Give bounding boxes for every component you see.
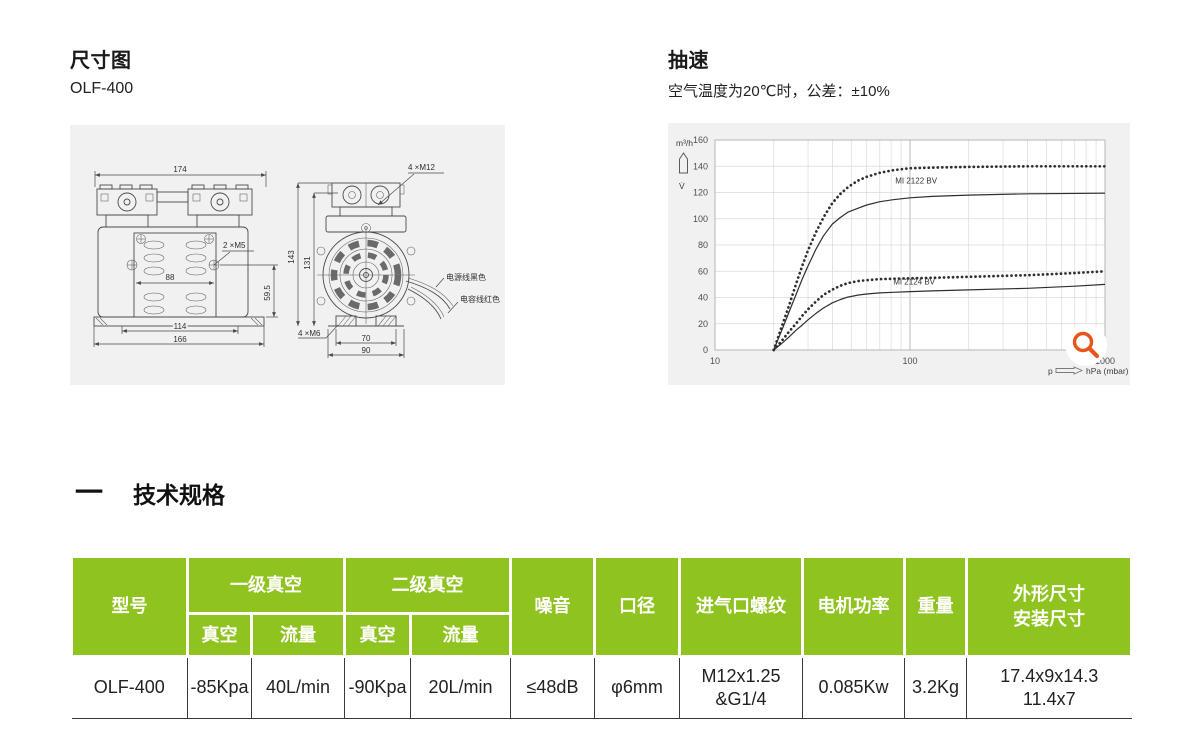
col-header-stage1: 一级真空 <box>186 555 346 615</box>
col-header-dims-line1: 外形尺寸 <box>1013 584 1085 605</box>
dim-114: 114 <box>174 322 187 331</box>
cell-dims-line2: 11.4x7 <box>1022 689 1076 709</box>
pressure-arrow-icon <box>1055 366 1084 375</box>
col-header-port: 口径 <box>593 555 681 658</box>
dim-143: 143 <box>287 250 296 264</box>
col-header-dimensions: 外形尺寸 安装尺寸 <box>965 555 1133 658</box>
zoom-icon[interactable] <box>1065 324 1107 366</box>
cell-port: φ6mm <box>594 656 680 719</box>
svg-text:10: 10 <box>710 356 720 366</box>
svg-text:MI 2122 BV: MI 2122 BV <box>895 176 937 185</box>
wire-capacitor <box>407 288 442 320</box>
cell-thread: M12x1.25 &G1/4 <box>679 656 803 719</box>
dim-88: 88 <box>166 273 175 282</box>
chart-plot-area: 0 20 40 60 80 100 120 140 160 10 100 1000 MI 2122 BV… <box>693 135 1115 366</box>
svg-text:20: 20 <box>698 319 708 329</box>
flow-arrow-icon <box>679 152 688 174</box>
spec-section-title: 技术规格 <box>133 482 226 508</box>
wire-capacitor-label: 电容线红色 <box>460 294 500 304</box>
dimension-section-title: 尺寸图 <box>70 50 132 72</box>
svg-text:1000: 1000 <box>1095 356 1115 366</box>
side-view: 143 131 4 ×M12 <box>287 163 500 358</box>
cell-stage1-vacuum: -85Kpa <box>187 656 252 719</box>
cell-stage2-flow: 20L/min <box>410 656 511 719</box>
y-axis-unit-label: m³/h <box>676 138 693 148</box>
speed-chart-panel: 0 20 40 60 80 100 120 140 160 10 100 1000 MI 2122 BV… <box>668 123 1130 385</box>
col-header-power: 电机功率 <box>801 555 906 658</box>
cell-stage1-flow: 40L/min <box>251 656 345 719</box>
cell-model: OLF-400 <box>71 656 188 719</box>
dim-174: 174 <box>173 165 187 174</box>
col-subheader-stage1-flow: 流量 <box>250 612 346 658</box>
col-subheader-stage2-vacuum: 真空 <box>343 612 412 658</box>
dimension-drawing: 174 <box>93 163 500 358</box>
cell-dims-line1: 17.4x9x14.3 <box>1000 665 1099 686</box>
dim-166: 166 <box>173 335 187 344</box>
table-row: OLF-400 -85Kpa 40L/min -90Kpa 20L/min ≤4… <box>71 656 1132 719</box>
col-header-dims-line2: 安装尺寸 <box>1013 608 1085 629</box>
front-view: 174 <box>93 165 278 347</box>
col-subheader-stage1-vacuum: 真空 <box>186 612 253 658</box>
spec-table: 型号 一级真空 二级真空 噪音 口径 进气口螺纹 电机功率 重量 外形尺寸 安装… <box>70 555 1133 719</box>
screw-note-2xM5: 2 ×M5 <box>223 241 246 250</box>
cell-weight: 3.2Kg <box>904 656 967 719</box>
col-subheader-stage2-flow: 流量 <box>409 612 512 658</box>
col-header-noise: 噪音 <box>509 555 596 658</box>
col-header-model: 型号 <box>70 555 189 658</box>
col-header-thread: 进气口螺纹 <box>678 555 804 658</box>
cell-thread-line1: M12x1.25 <box>701 665 781 686</box>
dim-59-5: 59.5 <box>263 285 272 301</box>
svg-text:80: 80 <box>698 240 708 250</box>
speed-section-subtitle: 空气温度为20℃时，公差：±10% <box>668 83 890 100</box>
cell-noise: ≤48dB <box>510 656 595 719</box>
col-header-weight: 重量 <box>903 555 968 658</box>
col-header-stage2: 二级真空 <box>343 555 512 615</box>
cell-dimensions: 17.4x9x14.3 11.4x7 <box>966 656 1132 719</box>
x-axis-unit-label: hPa (mbar) <box>1086 366 1129 376</box>
dim-90: 90 <box>362 346 371 355</box>
wire-power-label: 电源线黑色 <box>446 272 486 282</box>
cell-stage2-vacuum: -90Kpa <box>344 656 411 719</box>
svg-text:140: 140 <box>693 161 708 171</box>
dim-70: 70 <box>362 334 371 343</box>
svg-text:120: 120 <box>693 188 708 198</box>
svg-text:100: 100 <box>902 356 917 366</box>
svg-text:100: 100 <box>693 214 708 224</box>
cell-thread-line2: &G1/4 <box>715 689 767 709</box>
svg-text:MI 2124 BV: MI 2124 BV <box>893 277 935 286</box>
wire-power <box>405 280 451 310</box>
dim-131: 131 <box>303 256 312 270</box>
dimension-model-label: OLF-400 <box>70 80 134 97</box>
svg-text:160: 160 <box>693 135 708 145</box>
spec-section-marker: 一 <box>75 477 104 508</box>
speed-chart: 0 20 40 60 80 100 120 140 160 10 100 1000 MI 2122 BV… <box>676 135 1129 376</box>
chart-static-labels: m³/h V̇ p hPa (mbar) <box>676 138 1129 376</box>
screw-note-4xM12: 4 ×M12 <box>408 163 435 172</box>
svg-text:0: 0 <box>703 345 708 355</box>
svg-text:40: 40 <box>698 293 708 303</box>
dimension-panel: 174 <box>70 125 505 385</box>
svg-text:60: 60 <box>698 266 708 276</box>
screw-note-4xM6: 4 ×M6 <box>298 329 321 338</box>
x-axis-p-label: p <box>1048 366 1053 376</box>
speed-section-title: 抽速 <box>668 50 709 72</box>
spec-section-heading: 一 技术规格 <box>75 476 225 510</box>
y-axis-symbol: V̇ <box>679 181 685 191</box>
cell-power: 0.085Kw <box>802 656 905 719</box>
